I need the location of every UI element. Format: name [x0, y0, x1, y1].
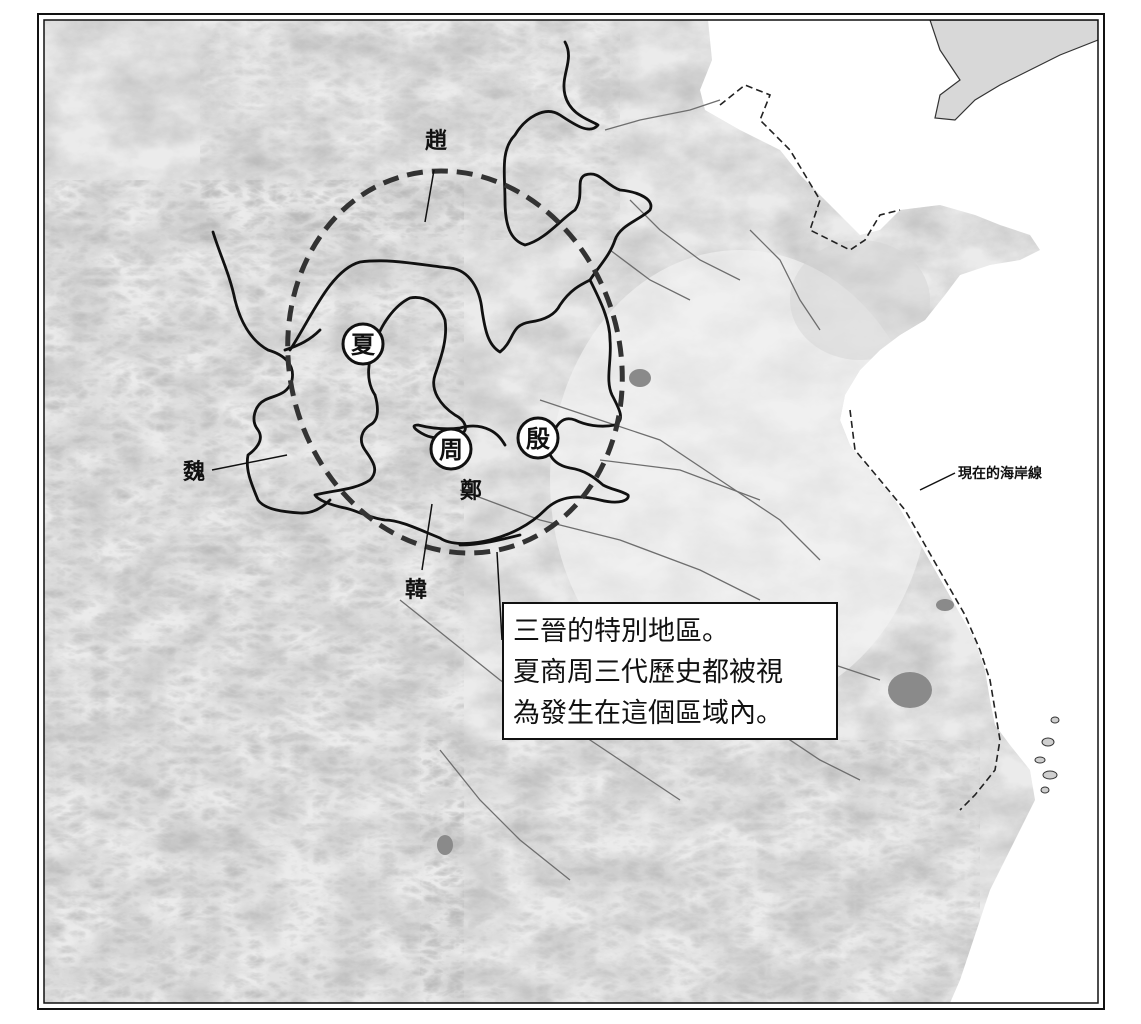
lake-taihu — [888, 672, 932, 708]
capital-zhou: 周 — [429, 427, 473, 471]
lake-hongze — [936, 599, 954, 611]
leader-lines — [211, 169, 956, 641]
state-borders — [211, 40, 653, 547]
terrain-mountains-south — [420, 740, 980, 1003]
liaodong-land — [929, 20, 1098, 121]
state-label-zhao: 趙 — [425, 129, 448, 154]
callout-frame — [502, 602, 838, 740]
sanjin-region-oval — [285, 168, 625, 556]
lake-east — [629, 369, 651, 387]
leader-han — [421, 503, 433, 571]
map-frame-outer — [37, 13, 1105, 1010]
state-label-han: 韓 — [405, 577, 427, 603]
capital-xia-label: 夏 — [351, 331, 376, 359]
state-label-wei: 魏 — [182, 459, 205, 485]
lake-south — [437, 835, 453, 855]
leader-wei — [211, 454, 288, 471]
terrain-mountains-west — [44, 180, 464, 1003]
state-label-zheng: 鄭 — [460, 478, 482, 504]
callout-line-1: 三晉的特別地區。 — [513, 616, 729, 647]
callout-line-3: 為發生在這個區域內。 — [513, 698, 783, 729]
capital-zhou-marker — [429, 427, 473, 471]
leader-zhao — [424, 169, 435, 223]
capital-zhou-label: 周 — [439, 436, 463, 464]
leader-coastline — [919, 472, 956, 491]
capital-yin-label: 殷 — [526, 425, 551, 453]
leader-callout — [496, 551, 503, 641]
callout-box: 三晉的特別地區。 夏商周三代歷史都被視 為發生在這個區域內。 — [502, 602, 838, 740]
callout-line-2: 夏商周三代歷史都被視 — [513, 657, 783, 688]
terrain-mountains-north — [200, 20, 620, 240]
capital-xia-marker — [341, 322, 385, 366]
map-frame-inner — [43, 19, 1099, 1004]
present-coastline — [719, 84, 1001, 811]
capital-yin: 殷 — [516, 416, 560, 460]
coastline-label: 現在的海岸線 — [958, 465, 1042, 482]
capital-yin-marker — [516, 416, 560, 460]
coastal-islands — [1034, 716, 1060, 794]
capital-xia: 夏 — [341, 322, 385, 366]
north-china-plain — [550, 250, 930, 710]
shandong-hills — [790, 240, 930, 360]
